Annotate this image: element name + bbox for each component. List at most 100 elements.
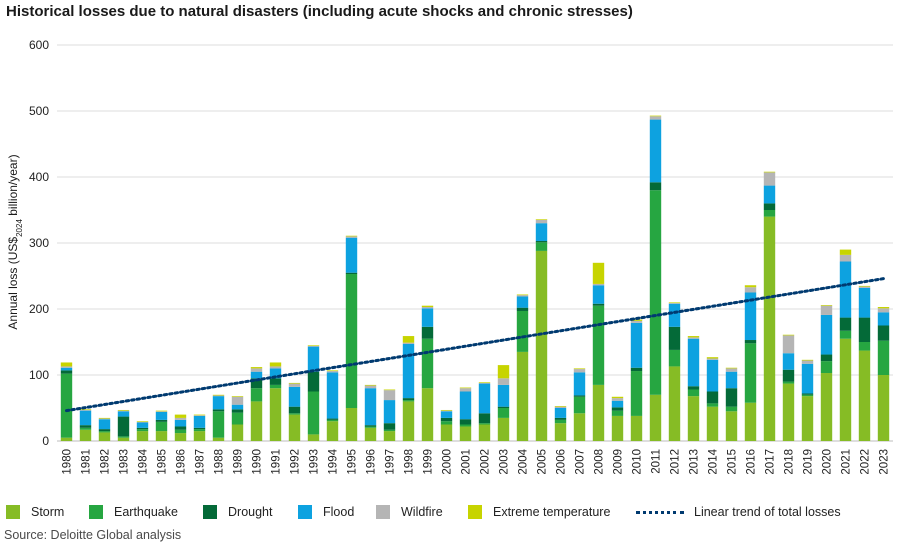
bar-1980-extreme-temperature bbox=[60, 362, 73, 367]
bar-1980-flood bbox=[60, 367, 73, 371]
bar-2012-drought bbox=[668, 326, 681, 350]
bar-1991-wildfire bbox=[269, 366, 282, 369]
bar-2002-wildfire bbox=[478, 382, 491, 384]
x-tick-1980: 1980 bbox=[62, 449, 74, 475]
bar-1990-flood bbox=[250, 371, 263, 379]
bar-1995-earthquake bbox=[345, 274, 358, 408]
x-tick-1998: 1998 bbox=[404, 449, 416, 475]
bar-2011-earthquake bbox=[649, 190, 662, 395]
bar-2008-wildfire bbox=[592, 283, 605, 286]
bar-2021-drought bbox=[839, 317, 852, 331]
bar-2017-wildfire bbox=[763, 172, 776, 186]
bar-2022-storm bbox=[858, 350, 871, 441]
bar-1985-extreme-temperature bbox=[155, 410, 168, 412]
x-tick-2009: 2009 bbox=[613, 449, 625, 475]
bar-2014-drought bbox=[706, 391, 719, 404]
bar-1999-wildfire bbox=[421, 307, 434, 309]
x-tick-2016: 2016 bbox=[746, 449, 758, 475]
bar-2000-wildfire bbox=[440, 410, 453, 412]
x-tick-1996: 1996 bbox=[366, 449, 378, 475]
x-tick-labels: 1980 1981 1982 1983 1984 1985 1986 1987 1988 1989… bbox=[62, 448, 891, 474]
bar-1983-earthquake bbox=[117, 436, 130, 438]
legend-trend-label: Linear trend of total losses bbox=[694, 505, 841, 519]
bar-1984-flood bbox=[136, 422, 149, 428]
bar-2002-earthquake bbox=[478, 423, 491, 425]
bar-2017-extreme-temperature bbox=[763, 171, 776, 173]
bar-2004-earthquake bbox=[516, 310, 529, 352]
bar-2000-drought bbox=[440, 417, 453, 422]
bar-2005-storm bbox=[535, 250, 548, 441]
bar-2007-wildfire bbox=[573, 369, 586, 373]
y-tick-200: 200 bbox=[29, 302, 49, 316]
x-tick-2000: 2000 bbox=[442, 449, 454, 475]
bar-2016-earthquake bbox=[744, 343, 757, 403]
bar-1990-extreme-temperature bbox=[250, 367, 263, 369]
bar-1999-extreme-temperature bbox=[421, 305, 434, 308]
bar-2009-drought bbox=[611, 407, 624, 411]
bar-2018-flood bbox=[782, 353, 795, 370]
y-tick-100: 100 bbox=[29, 368, 49, 382]
bar-1981-extreme-temperature bbox=[79, 409, 92, 410]
bar-2021-flood bbox=[839, 261, 852, 318]
bar-2015-wildfire bbox=[725, 368, 738, 372]
bar-1990-storm bbox=[250, 401, 263, 441]
bar-1987-flood bbox=[193, 415, 206, 428]
bar-2010-extreme-temperature bbox=[630, 319, 643, 321]
bar-1998-wildfire bbox=[402, 342, 415, 344]
bar-2007-flood bbox=[573, 372, 586, 396]
bar-1995-wildfire bbox=[345, 236, 358, 238]
bar-1999-earthquake bbox=[421, 338, 434, 389]
bar-1982-wildfire bbox=[98, 418, 111, 420]
bar-2022-earthquake bbox=[858, 342, 871, 351]
bar-2005-drought bbox=[535, 241, 548, 243]
bar-1983-extreme-temperature bbox=[117, 409, 130, 411]
bar-2002-flood bbox=[478, 383, 491, 414]
bar-2018-earthquake bbox=[782, 381, 795, 384]
bar-1992-storm bbox=[288, 414, 301, 441]
bar-2003-flood bbox=[497, 384, 510, 407]
bar-1996-drought bbox=[364, 425, 377, 427]
bar-2003-extreme-temperature bbox=[497, 365, 510, 379]
bar-2004-wildfire bbox=[516, 295, 529, 297]
bar-1989-wildfire bbox=[231, 396, 244, 405]
bar-2013-wildfire bbox=[687, 337, 700, 339]
bar-2008-flood bbox=[592, 285, 605, 304]
bar-2017-earthquake bbox=[763, 210, 776, 217]
bar-1980-earthquake bbox=[60, 373, 73, 438]
bar-2002-extreme-temperature bbox=[478, 382, 491, 383]
bar-2023-wildfire bbox=[877, 308, 890, 313]
trend-line-path bbox=[65, 277, 885, 413]
x-tick-1990: 1990 bbox=[252, 449, 264, 475]
bar-2020-storm bbox=[820, 373, 833, 441]
bar-1987-earthquake bbox=[193, 429, 206, 432]
bar-2015-storm bbox=[725, 411, 738, 441]
bar-2022-wildfire bbox=[858, 286, 871, 288]
x-tick-2021: 2021 bbox=[841, 449, 853, 475]
bar-2017-flood bbox=[763, 185, 776, 204]
x-tick-1995: 1995 bbox=[347, 449, 359, 475]
bar-2014-extreme-temperature bbox=[706, 357, 719, 359]
bar-1989-storm bbox=[231, 424, 244, 441]
bar-2020-extreme-temperature bbox=[820, 305, 833, 306]
bar-2007-drought bbox=[573, 395, 586, 397]
bar-2023-drought bbox=[877, 325, 890, 341]
bar-2006-earthquake bbox=[554, 419, 567, 424]
bar-1989-drought bbox=[231, 409, 244, 413]
bar-2010-wildfire bbox=[630, 320, 643, 323]
bar-1984-drought bbox=[136, 427, 149, 430]
bar-1994-wildfire bbox=[326, 371, 339, 373]
y-axis-label: Annual loss (US$2024 billion/year) bbox=[6, 154, 24, 329]
bar-2000-earthquake bbox=[440, 421, 453, 425]
x-tick-2005: 2005 bbox=[537, 449, 549, 475]
bar-2013-storm bbox=[687, 396, 700, 441]
bar-2004-storm bbox=[516, 351, 529, 441]
bar-2007-storm bbox=[573, 413, 586, 441]
legend-drought-swatch bbox=[203, 505, 217, 519]
bar-2000-flood bbox=[440, 411, 453, 418]
legend-drought: Drought bbox=[203, 503, 272, 521]
bar-2018-extreme-temperature bbox=[782, 334, 795, 336]
x-tick-1991: 1991 bbox=[271, 449, 283, 475]
legend-trend: Linear trend of total losses bbox=[636, 503, 841, 521]
x-tick-2023: 2023 bbox=[879, 449, 891, 475]
x-tick-2012: 2012 bbox=[670, 449, 682, 475]
